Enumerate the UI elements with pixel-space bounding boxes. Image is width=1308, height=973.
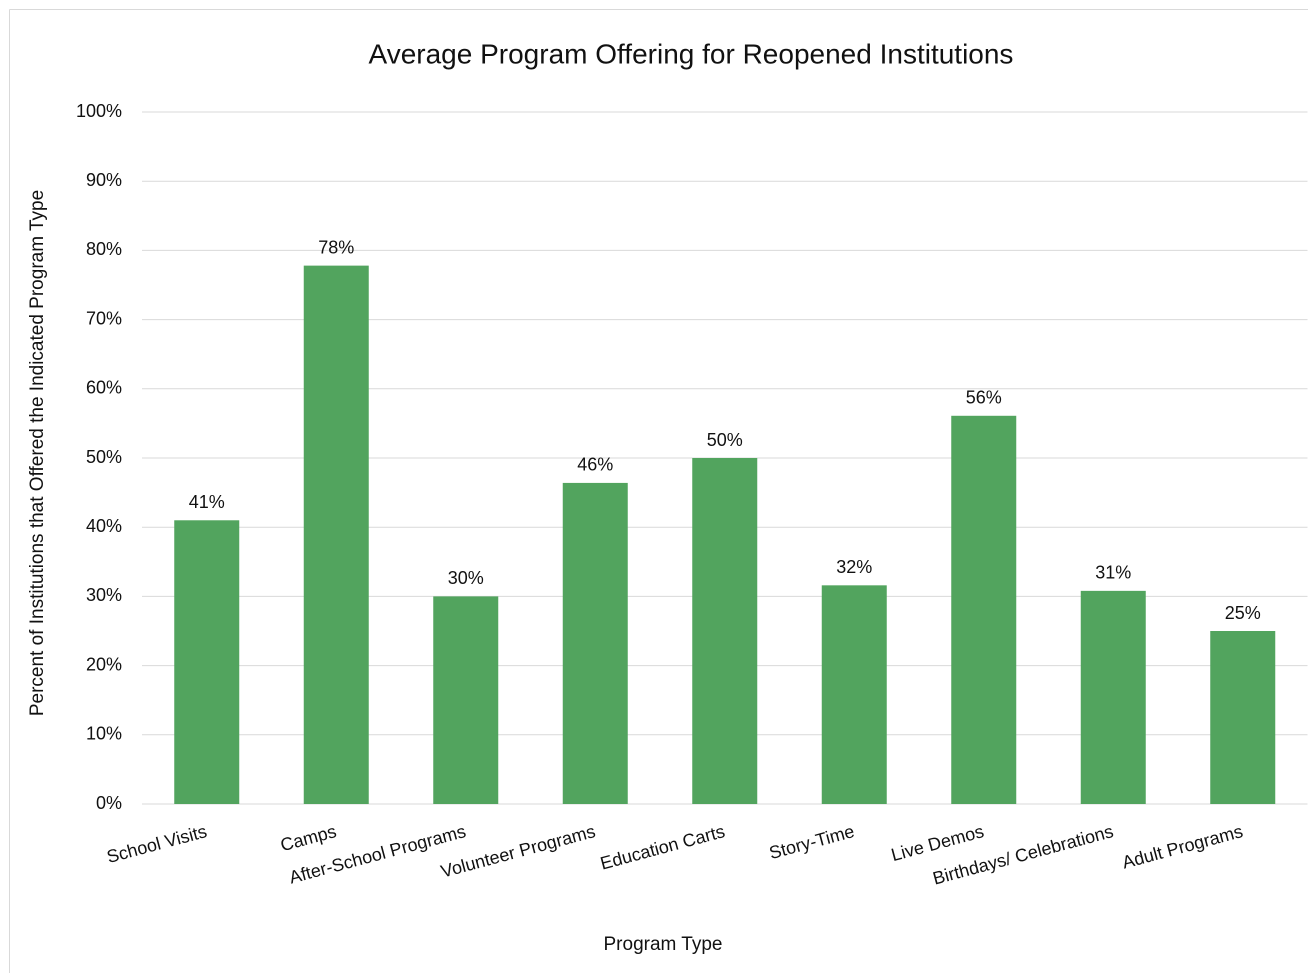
x-tick-label: School Visits [105,821,209,867]
bar [174,520,240,804]
y-tick-label: 50% [86,447,122,467]
bar [303,265,369,804]
data-label: 31% [1095,563,1131,583]
data-label: 25% [1225,603,1261,623]
bar [1210,631,1276,804]
x-tick-label: Education Carts [598,821,727,873]
y-tick-label: 90% [86,170,122,190]
data-label: 56% [966,388,1002,408]
x-tick-label: Adult Programs [1120,821,1245,872]
bar [692,458,758,804]
y-tick-label: 10% [86,724,122,744]
y-tick-label: 30% [86,585,122,605]
y-tick-label: 20% [86,654,122,674]
x-axis-title: Program Type [604,934,723,955]
x-tick-label: Camps [278,821,338,855]
chart-title: Average Program Offering for Reopened In… [369,38,1014,69]
bar [562,482,628,804]
data-label: 46% [577,455,613,475]
data-label: 78% [318,237,354,257]
bar [951,415,1017,804]
bar [1080,590,1146,804]
data-label: 50% [707,430,743,450]
bar [433,596,499,804]
data-label: 41% [189,492,225,512]
x-tick-label: Story-Time [767,821,857,863]
bar [821,585,887,804]
y-tick-label: 40% [86,516,122,536]
data-label: 30% [448,568,484,588]
y-tick-label: 60% [86,378,122,398]
y-axis-title: Percent of Institutions that Offered the… [27,190,48,716]
y-tick-label: 100% [76,101,122,121]
y-tick-label: 80% [86,239,122,259]
y-tick-label: 0% [96,793,122,813]
y-tick-label: 70% [86,308,122,328]
data-label: 32% [836,557,872,577]
